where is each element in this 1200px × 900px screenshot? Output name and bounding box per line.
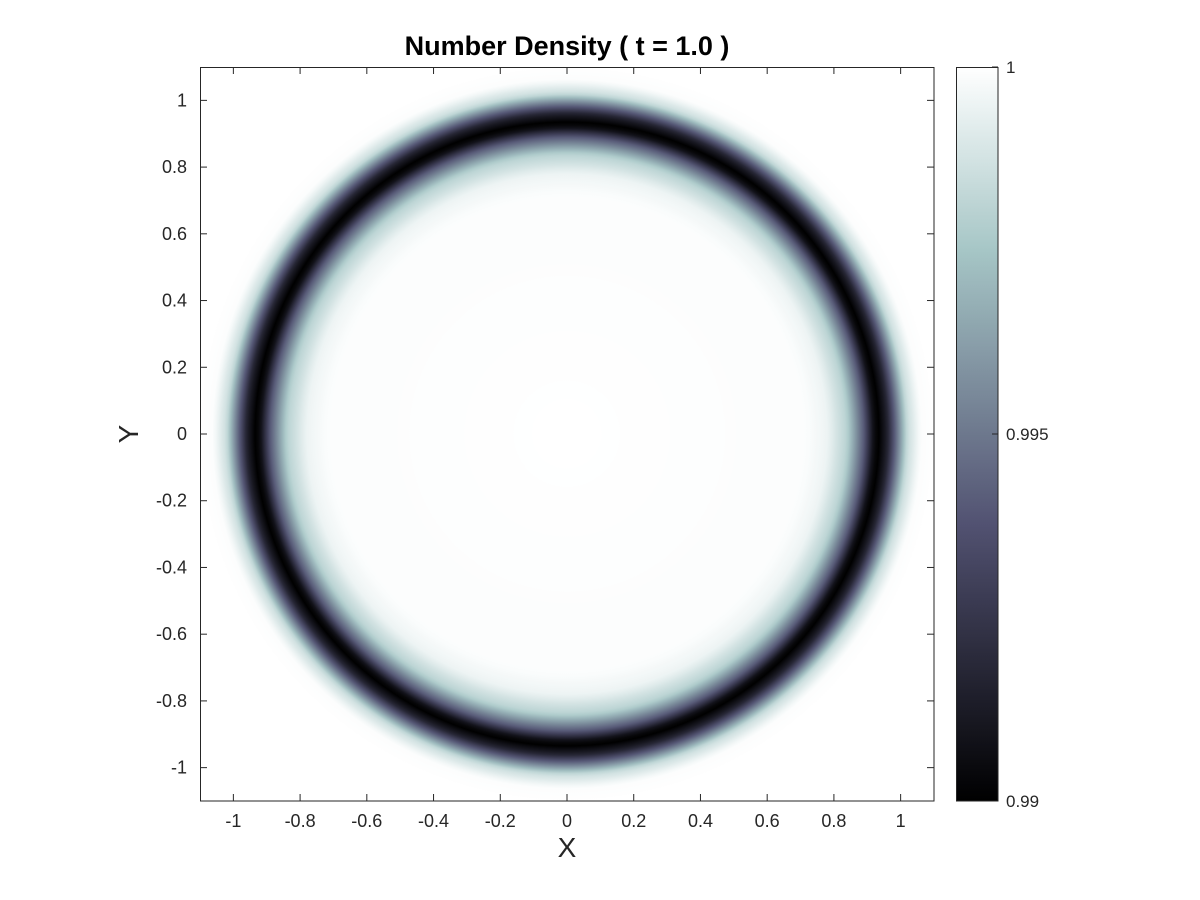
x-tick-label: -0.2 (485, 811, 516, 831)
y-tick-label: 1 (177, 90, 187, 110)
y-tick-label: 0.4 (162, 291, 187, 311)
x-tick-label: 0.8 (821, 811, 846, 831)
x-tick-label: 0.2 (621, 811, 646, 831)
x-tick-label: 0.6 (755, 811, 780, 831)
x-tick-label: 1 (896, 811, 906, 831)
x-tick-label: -0.6 (351, 811, 382, 831)
y-tick-label: -0.8 (156, 691, 187, 711)
y-tick-label: 0 (177, 424, 187, 444)
chart-title: Number Density ( t = 1.0 ) (405, 31, 730, 61)
y-tick-label: -0.4 (156, 557, 187, 577)
y-tick-label: -0.2 (156, 491, 187, 511)
y-axis-ticks: -1 -0.8 -0.6 -0.4 -0.2 0 0.2 0.4 0.6 0.8 1 (156, 90, 934, 778)
x-tick-label: 0.4 (688, 811, 713, 831)
colorbar-tick-label: 0.99 (1006, 792, 1039, 811)
colorbar-tick-label: 0.995 (1006, 425, 1049, 444)
colorbar-tick-label: 1 (1006, 58, 1015, 77)
colorbar-ticks: 0.99 0.995 1 (992, 58, 1049, 811)
y-tick-label: -0.6 (156, 624, 187, 644)
y-tick-label: 0.2 (162, 357, 187, 377)
x-tick-label: 0 (562, 811, 572, 831)
y-tick-label: -1 (171, 758, 187, 778)
density-field (200, 67, 934, 801)
x-axis-label: X (558, 832, 577, 863)
x-axis-ticks: -1 -0.8 -0.6 -0.4 -0.2 0 0.2 0.4 0.6 0.8 1 (225, 67, 906, 831)
y-tick-label: 0.8 (162, 157, 187, 177)
x-tick-label: -0.4 (418, 811, 449, 831)
y-tick-label: 0.6 (162, 224, 187, 244)
x-tick-label: -0.8 (285, 811, 316, 831)
colorbar-fill (956, 67, 998, 801)
plot-area (200, 67, 935, 802)
x-tick-label: -1 (225, 811, 241, 831)
colorbar: 0.99 0.995 1 (956, 58, 1049, 811)
y-axis-label: Y (113, 424, 144, 443)
